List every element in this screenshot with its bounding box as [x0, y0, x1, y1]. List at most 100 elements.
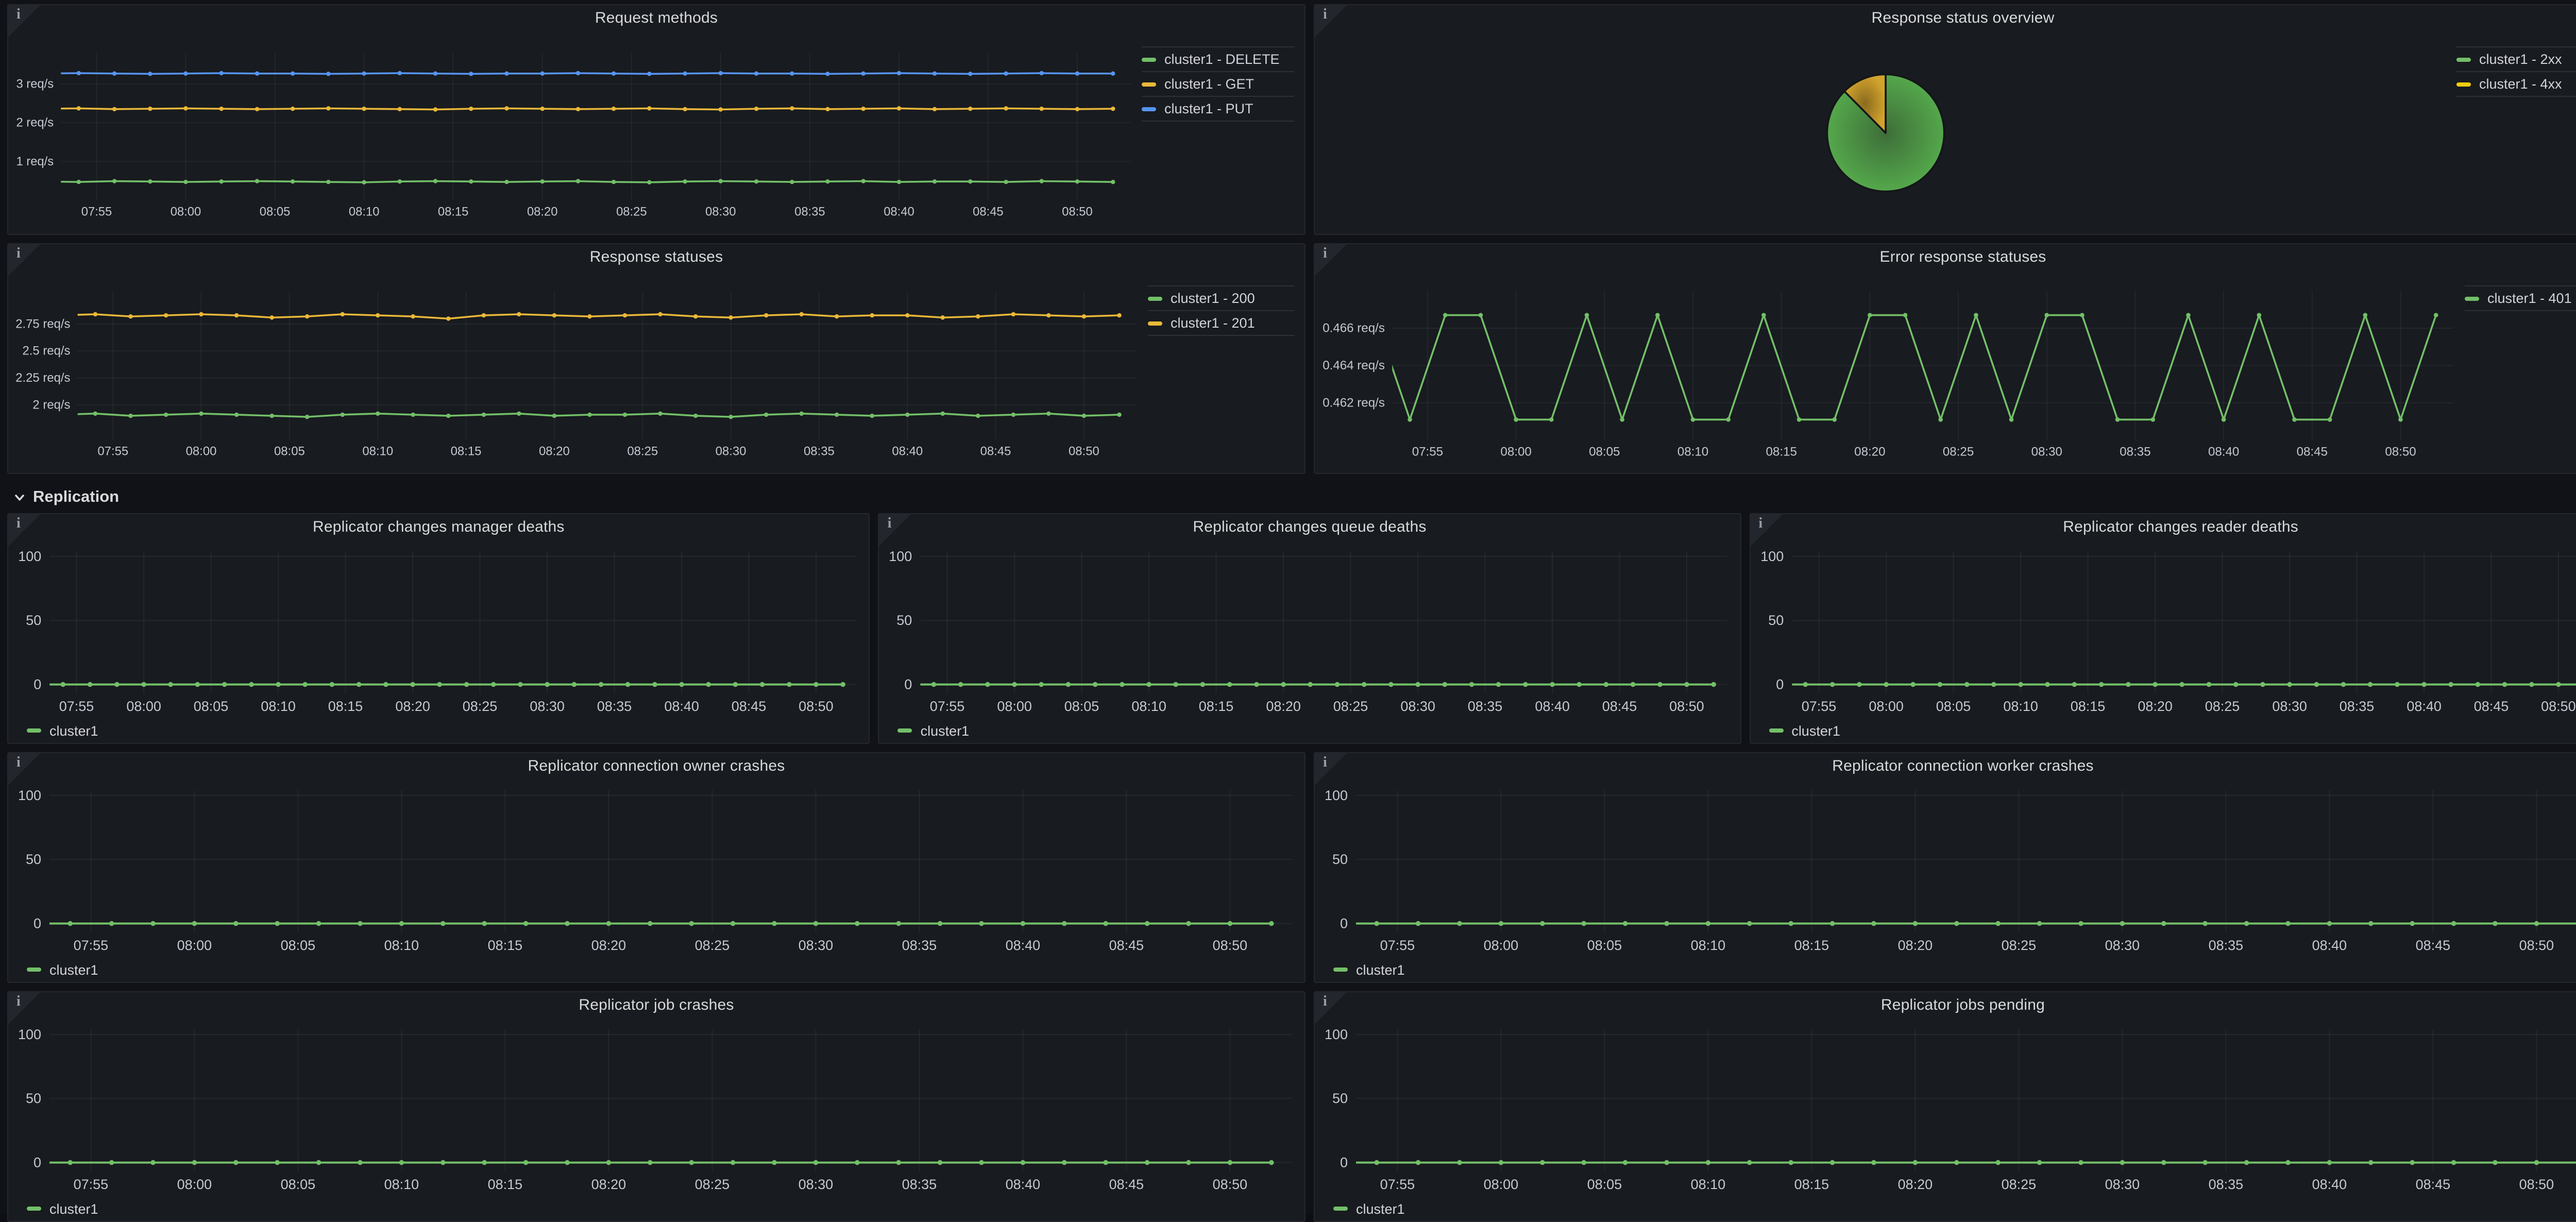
series-color-marker [1333, 1207, 1348, 1211]
series-color-marker [2456, 82, 2471, 86]
corner-triangle [1315, 992, 1347, 1024]
panel-info-corner[interactable]: i [8, 753, 40, 785]
svg-text:07:55: 07:55 [74, 1177, 109, 1192]
svg-text:08:00: 08:00 [1869, 699, 1904, 714]
legend-item[interactable]: cluster1 [1333, 958, 1405, 981]
section-label: Replication [33, 488, 120, 506]
panel-title[interactable]: Replicator changes queue deaths [1193, 518, 1427, 536]
panel-info-corner[interactable]: i [1315, 992, 1347, 1024]
legend-item[interactable]: cluster1 [27, 1197, 98, 1220]
info-icon: i [1323, 7, 1327, 23]
legend: cluster1 [879, 718, 1740, 743]
panel-info-corner[interactable]: i [8, 5, 40, 37]
svg-text:0: 0 [33, 677, 41, 692]
svg-text:08:05: 08:05 [281, 938, 316, 953]
svg-text:08:15: 08:15 [438, 205, 469, 218]
svg-text:08:45: 08:45 [2297, 445, 2328, 459]
dashboard-row-4: i Replicator connection owner crashes 10… [7, 752, 2576, 983]
svg-text:50: 50 [1332, 852, 1348, 867]
svg-text:08:40: 08:40 [1006, 1177, 1041, 1192]
svg-text:08:25: 08:25 [1333, 699, 1368, 714]
legend-label: cluster1 - PUT [1164, 101, 1253, 116]
panel-info-corner[interactable]: i [8, 992, 40, 1024]
svg-text:08:05: 08:05 [274, 444, 305, 458]
panel-body: 100 50 0 07:55 08:00 08:05 08:10 08:15 08:20 08:2… [1315, 780, 2576, 982]
legend-item[interactable]: cluster1 [1333, 1197, 1405, 1220]
line-chart: 100 50 0 07:55 08:00 08:05 08:10 08:15 08:20 08:2… [1760, 549, 2576, 714]
panel-body: 100 50 0 07:55 08:00 08:05 08:10 08:15 08:20 08:2… [879, 541, 1740, 743]
panel-info-corner[interactable]: i [8, 244, 40, 276]
legend: cluster1 - 200 cluster1 - 201 [1148, 271, 1304, 473]
svg-text:1 req/s: 1 req/s [16, 155, 54, 168]
panel-info-corner[interactable]: i [879, 514, 911, 546]
svg-text:08:50: 08:50 [2540, 699, 2575, 714]
svg-text:08:05: 08:05 [1589, 445, 1620, 459]
legend-item[interactable]: cluster1 - 200 [1148, 285, 1294, 310]
svg-text:08:45: 08:45 [980, 444, 1011, 458]
legend-label: cluster1 [49, 962, 98, 977]
legend-item[interactable]: cluster1 [897, 719, 969, 742]
svg-text:08:50: 08:50 [1069, 444, 1099, 458]
svg-text:08:50: 08:50 [1062, 205, 1093, 218]
panel-title[interactable]: Response status overview [1871, 9, 2055, 27]
svg-text:2.25 req/s: 2.25 req/s [15, 371, 70, 385]
info-icon: i [1323, 755, 1327, 771]
svg-text:08:25: 08:25 [2002, 1177, 2037, 1192]
panel-title[interactable]: Replicator jobs pending [1880, 996, 2045, 1014]
legend: cluster1 [8, 957, 1304, 982]
legend: cluster1 [1315, 1196, 2576, 1221]
section-replication[interactable]: Replication [7, 482, 2576, 513]
svg-text:100: 100 [1760, 549, 1784, 564]
corner-triangle [1315, 753, 1347, 785]
line-chart: 100 50 0 07:55 08:00 08:05 08:10 08:15 08:20 08:2… [18, 788, 1292, 953]
svg-text:0.464 req/s: 0.464 req/s [1323, 359, 1385, 372]
panel-info-corner[interactable]: i [1750, 514, 1783, 546]
panel-info-corner[interactable]: i [1315, 244, 1347, 276]
panel-info-corner[interactable]: i [1315, 5, 1347, 37]
svg-text:08:00: 08:00 [1484, 1177, 1519, 1192]
panel-title[interactable]: Replicator connection owner crashes [528, 757, 785, 775]
svg-text:50: 50 [26, 613, 41, 628]
panel-replicator-changes-queue-deaths: i Replicator changes queue deaths 100 50 0… [878, 513, 1741, 744]
line-chart: 2.75 req/s 2.5 req/s 2.25 req/s 2 req/s 07:5… [15, 292, 1137, 458]
legend-label: cluster1 - DELETE [1164, 52, 1280, 67]
legend-item[interactable]: cluster1 [27, 958, 98, 981]
svg-text:07:55: 07:55 [1801, 699, 1836, 714]
panel-body: 100 50 0 07:55 08:00 08:05 08:10 08:15 08:20 08:2… [1750, 541, 2576, 743]
panel-title[interactable]: Replicator job crashes [579, 996, 734, 1014]
series-color-marker [1142, 57, 1156, 61]
svg-text:08:15: 08:15 [1794, 1177, 1829, 1192]
legend-item[interactable]: cluster1 - 2xx [2456, 46, 2576, 71]
svg-text:2.75 req/s: 2.75 req/s [15, 317, 70, 331]
legend: cluster1 [1315, 957, 2576, 982]
panel-info-corner[interactable]: i [8, 514, 40, 546]
info-icon: i [887, 516, 892, 532]
svg-text:50: 50 [897, 613, 912, 628]
legend-item[interactable]: cluster1 - GET [1142, 71, 1294, 96]
panel-title[interactable]: Replicator changes reader deaths [2063, 518, 2298, 536]
panel-replicator-jobs-pending: i Replicator jobs pending 100 50 0 07:55 08:… [1314, 991, 2576, 1222]
panel-title[interactable]: Request methods [595, 9, 718, 27]
panel-title[interactable]: Replicator changes manager deaths [313, 518, 565, 536]
panel-response-status-overview: i Response status overview cluster1 - 2x… [1314, 4, 2576, 235]
pie-chart [1826, 73, 1945, 193]
legend-item[interactable]: cluster1 - PUT [1142, 96, 1294, 122]
panel-info-corner[interactable]: i [1315, 753, 1347, 785]
legend-item[interactable]: cluster1 - DELETE [1142, 46, 1294, 71]
legend-item[interactable]: cluster1 - 401 [2465, 285, 2576, 311]
svg-text:08:10: 08:10 [2003, 699, 2038, 714]
legend-item[interactable]: cluster1 [1769, 719, 1840, 742]
svg-text:08:45: 08:45 [973, 205, 1004, 218]
legend-item[interactable]: cluster1 - 4xx [2456, 71, 2576, 97]
legend-label: cluster1 - 201 [1171, 315, 1255, 331]
line-chart: 100 50 0 07:55 08:00 08:05 08:10 08:15 08:20 08:2… [18, 549, 857, 714]
svg-text:08:40: 08:40 [2312, 1177, 2347, 1192]
legend-item[interactable]: cluster1 - 201 [1148, 310, 1294, 336]
legend-item[interactable]: cluster1 [27, 719, 98, 742]
panel-title[interactable]: Replicator connection worker crashes [1832, 757, 2094, 775]
panel-title[interactable]: Error response statuses [1879, 248, 2046, 266]
series-color-marker [897, 728, 912, 733]
svg-text:08:05: 08:05 [260, 205, 291, 218]
panel-title[interactable]: Response statuses [589, 248, 723, 266]
svg-text:07:55: 07:55 [1380, 938, 1415, 953]
